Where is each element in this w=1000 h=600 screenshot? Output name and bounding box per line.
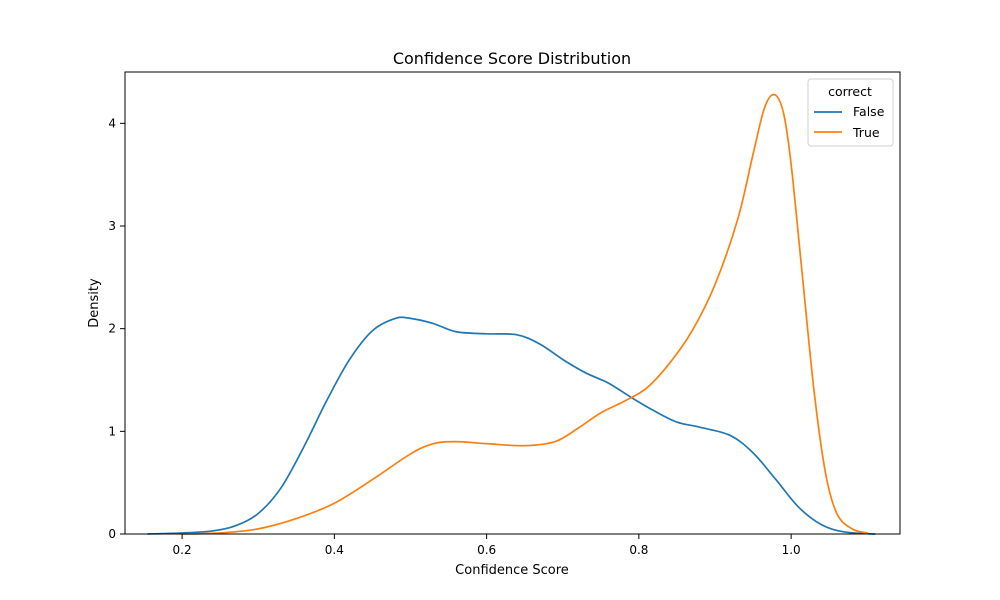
y-axis: 0 1 2 3 4: [108, 116, 125, 541]
y-tick-label: 2: [108, 322, 116, 336]
y-axis-label: Density: [87, 278, 102, 328]
legend-title: correct: [828, 84, 872, 99]
x-tick-label: 1.0: [782, 543, 801, 557]
chart-title: Confidence Score Distribution: [393, 49, 631, 68]
legend: correct False True: [807, 78, 894, 147]
y-tick-label: 1: [108, 424, 116, 438]
series-line-true: [181, 93, 869, 535]
x-tick-label: 0.4: [325, 543, 344, 557]
x-tick-label: 0.2: [173, 543, 192, 557]
x-axis: 0.2 0.4 0.6 0.8 1.0: [173, 534, 801, 557]
legend-box: [807, 78, 894, 147]
series-lines: [146, 93, 876, 535]
legend-label-true: True: [852, 125, 880, 140]
x-axis-label: Confidence Score: [455, 563, 569, 578]
y-tick-label: 4: [108, 116, 116, 130]
series-line-false: [146, 316, 876, 535]
y-tick-label: 0: [108, 527, 116, 541]
y-tick-label: 3: [108, 219, 116, 233]
x-tick-label: 0.8: [629, 543, 648, 557]
x-tick-label: 0.6: [477, 543, 496, 557]
plot-frame: [124, 71, 901, 535]
legend-label-false: False: [853, 104, 885, 119]
